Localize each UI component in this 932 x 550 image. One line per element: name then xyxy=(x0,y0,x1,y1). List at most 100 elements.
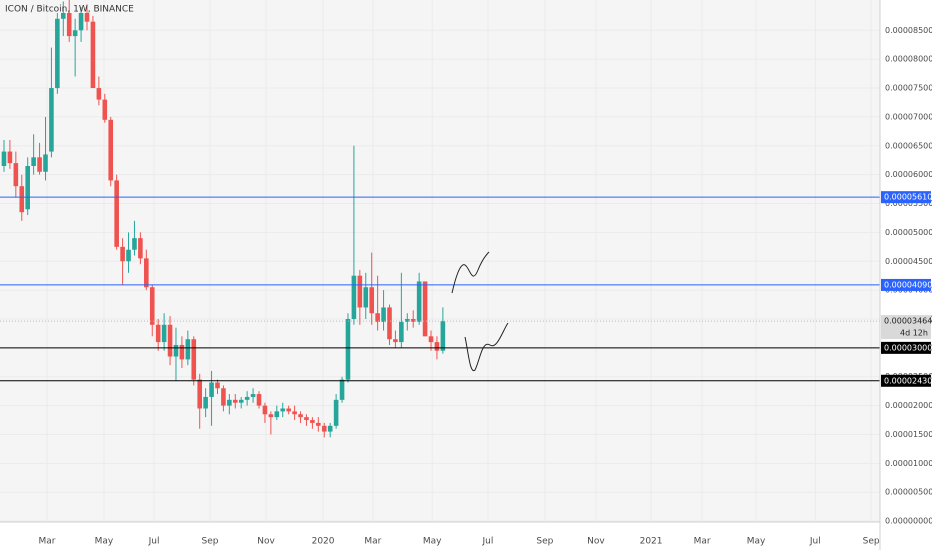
candle-body xyxy=(333,399,339,426)
x-tick-label: Mar xyxy=(38,537,55,547)
candle-body xyxy=(108,119,114,181)
chart-title: ICON / Bitcoin, 1W, BINANCE xyxy=(5,5,134,15)
price-axis-background xyxy=(880,0,932,550)
drawing xyxy=(451,251,490,294)
y-tick-label: 0.00002000 xyxy=(885,401,932,410)
candle-body xyxy=(434,342,440,351)
x-tick-label: Jul xyxy=(482,537,494,547)
candle-body xyxy=(215,382,220,389)
candle-body xyxy=(25,165,30,210)
candle-body xyxy=(185,339,191,360)
candle-body xyxy=(327,425,333,432)
candle-body xyxy=(339,379,345,400)
candle-body xyxy=(321,425,327,432)
y-tick-label: 0.00005500 xyxy=(885,199,932,208)
y-tick-label: 0.00007000 xyxy=(885,112,932,121)
candle-body xyxy=(167,324,173,357)
candle-body xyxy=(304,417,309,421)
grid xyxy=(0,0,880,522)
candle-body xyxy=(31,157,36,166)
candle-body xyxy=(416,281,422,322)
candle-body xyxy=(381,307,386,322)
level-label: 0.00002430 xyxy=(884,376,932,385)
y-tick-label: 0.00007500 xyxy=(885,84,932,93)
price-label: 0.00003464 xyxy=(884,317,932,326)
price-label-box xyxy=(881,315,931,340)
y-tick-label: 0.00006000 xyxy=(885,170,932,179)
candle-body xyxy=(232,399,238,403)
level-label-box xyxy=(881,191,931,204)
x-tick-label: Nov xyxy=(587,537,605,547)
candle-body xyxy=(262,405,268,415)
x-tick-label: Mar xyxy=(694,537,711,547)
candle-body xyxy=(60,12,66,19)
candle-body xyxy=(209,382,214,397)
candle-body xyxy=(310,420,315,423)
countdown-label: 4d 12h xyxy=(900,329,928,338)
candle-body xyxy=(203,396,208,409)
candle-body xyxy=(114,180,119,247)
x-tick-label: May xyxy=(423,537,442,547)
candle-body xyxy=(387,307,392,340)
y-tick-label: 0.00008500 xyxy=(885,26,932,35)
x-tick-label: May xyxy=(747,537,766,547)
candle-body xyxy=(280,408,286,412)
candle-body xyxy=(410,318,416,322)
candle-body xyxy=(179,344,185,360)
candle-body xyxy=(274,411,280,418)
candle-body xyxy=(286,408,291,412)
candle-body xyxy=(37,157,42,172)
level-label-box xyxy=(881,374,931,387)
candle-body xyxy=(345,318,351,380)
time-axis-background xyxy=(0,522,880,550)
candle-body xyxy=(149,287,155,325)
x-tick-label: Nov xyxy=(257,537,275,547)
level-label: 0.00005610 xyxy=(884,193,932,202)
candle-body xyxy=(369,287,375,314)
candle-body xyxy=(19,186,25,213)
candle-body xyxy=(227,399,232,406)
candle-body xyxy=(256,394,262,406)
axis-labels: 0.00000000 0.00000500 0.00001000 0.00001500… xyxy=(38,26,932,547)
x-tick-label: Mar xyxy=(364,537,381,547)
candle-body xyxy=(120,246,125,262)
x-tick-label: Sep xyxy=(863,537,880,547)
x-tick-label: 2020 xyxy=(312,537,335,547)
candle-body xyxy=(72,30,78,37)
candle-body xyxy=(191,339,197,380)
y-tick-label: 0.00004500 xyxy=(885,257,932,266)
candle-body xyxy=(298,414,303,418)
candle-body xyxy=(49,88,54,152)
levels xyxy=(0,196,880,382)
y-tick-label: 0.00000000 xyxy=(885,517,932,526)
candle-body xyxy=(250,394,256,397)
candle-body xyxy=(357,275,363,308)
x-tick-label: Jul xyxy=(148,537,160,547)
candle-body xyxy=(404,318,410,322)
level-label-box xyxy=(881,278,931,291)
candle-body xyxy=(13,163,19,187)
y-tick-label: 0.00000500 xyxy=(885,488,932,497)
candle-body xyxy=(238,399,244,403)
y-tick-label: 0.00001000 xyxy=(885,459,932,468)
candle-body xyxy=(155,324,161,343)
x-tick-label: 2021 xyxy=(640,537,663,547)
candle-body xyxy=(55,18,60,89)
candle-body xyxy=(161,324,167,343)
candle-body xyxy=(96,88,102,100)
candle-body xyxy=(1,151,7,166)
candle-body xyxy=(126,249,131,262)
drawing xyxy=(464,322,509,372)
candle-body xyxy=(244,396,250,400)
x-tick-label: Jul xyxy=(809,537,821,547)
x-tick-label: Sep xyxy=(202,537,219,547)
candle-body xyxy=(393,339,398,343)
candle-body xyxy=(173,344,179,357)
candle-body xyxy=(144,258,149,288)
x-tick-label: May xyxy=(95,537,114,547)
level-label: 0.00004090 xyxy=(884,280,932,289)
y-tick-label: 0.00001500 xyxy=(885,430,932,439)
candle-body xyxy=(375,313,380,322)
